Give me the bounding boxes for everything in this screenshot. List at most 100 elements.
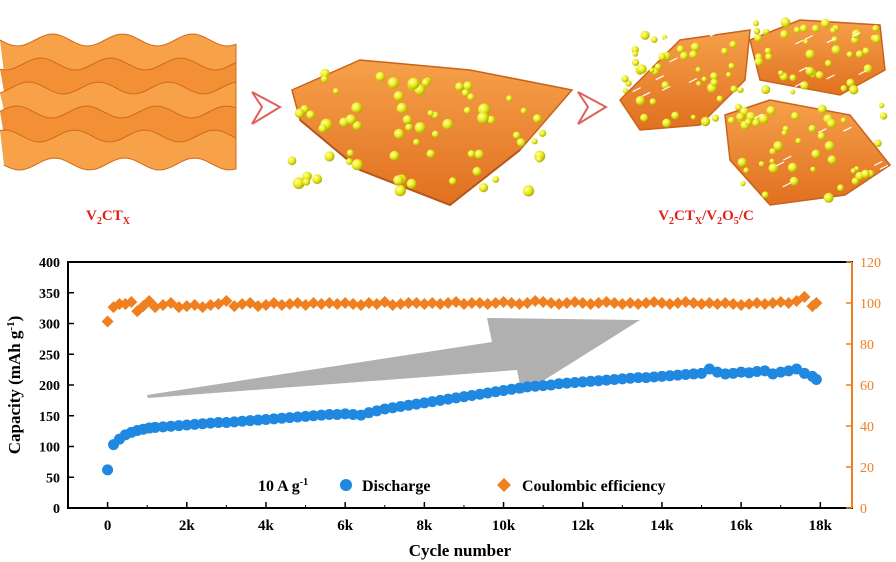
- particle: [851, 29, 861, 39]
- particle: [791, 112, 799, 120]
- particle: [810, 166, 816, 172]
- particle: [478, 103, 490, 116]
- particle: [520, 107, 527, 114]
- particle: [393, 175, 404, 186]
- y-tick-label: 0: [53, 502, 60, 517]
- particle: [649, 98, 657, 105]
- particle: [431, 130, 439, 138]
- particle: [753, 27, 761, 35]
- discharge-point: [339, 408, 351, 420]
- ce-point: [687, 297, 700, 309]
- particle: [352, 121, 362, 131]
- particle: [396, 102, 408, 114]
- y2-tick-label: 20: [860, 461, 874, 476]
- carbon-streak: [804, 34, 813, 41]
- particle: [351, 102, 363, 114]
- particle: [812, 24, 820, 33]
- particle: [879, 112, 888, 120]
- x-tick-label: 18k: [809, 518, 833, 534]
- particle: [421, 78, 430, 87]
- particle: [831, 45, 841, 55]
- particle: [318, 124, 327, 133]
- plot-frame: [67, 261, 853, 509]
- discharge-point: [719, 368, 731, 380]
- particle: [516, 138, 526, 147]
- discharge-point: [260, 413, 272, 425]
- ce-point: [172, 301, 185, 314]
- ce-point: [695, 298, 708, 311]
- particle: [727, 116, 735, 124]
- ce-point: [624, 297, 637, 309]
- ce-point: [473, 297, 486, 309]
- y-tick-label: 100: [39, 441, 60, 456]
- particle: [320, 68, 330, 78]
- particle: [477, 112, 489, 124]
- particle: [287, 156, 297, 166]
- particle: [467, 93, 475, 101]
- carbon-streak: [655, 75, 665, 81]
- discharge-point: [173, 420, 185, 432]
- particle: [730, 85, 738, 93]
- carbon-streak: [826, 74, 835, 80]
- ce-point: [505, 297, 518, 309]
- x-tick-label: 8k: [416, 518, 433, 534]
- discharge-point: [205, 417, 217, 429]
- ce-point: [481, 298, 494, 311]
- particle: [781, 130, 788, 136]
- particle: [689, 50, 698, 59]
- particle: [837, 184, 844, 192]
- particle: [402, 115, 412, 125]
- particle: [805, 66, 815, 76]
- discharge-point: [284, 412, 296, 424]
- particle: [815, 71, 824, 80]
- particle: [463, 106, 471, 114]
- carbon-streak: [775, 161, 785, 167]
- particle: [351, 159, 363, 171]
- y-tick-label: 50: [46, 471, 60, 486]
- ce-point: [758, 298, 771, 311]
- ce-point: [497, 295, 510, 308]
- particle: [874, 139, 882, 148]
- particle: [324, 151, 335, 162]
- x-tick-label: 14k: [650, 518, 674, 534]
- particle: [800, 81, 809, 90]
- discharge-point: [323, 409, 335, 421]
- ce-point: [426, 297, 439, 309]
- y-tick-label: 400: [39, 256, 60, 271]
- particle: [764, 28, 770, 34]
- left-axis-ticks: 0 50 100 150 200 250 300 350 400: [39, 256, 74, 517]
- ce-point: [252, 300, 265, 313]
- discharge-point: [561, 377, 573, 389]
- ce-point: [743, 298, 756, 311]
- cycling-chart: 0 50 100 150 200 250 300 350 400 0 20 40 60 80 100 120…: [5, 256, 881, 560]
- y-tick-label: 250: [39, 348, 60, 363]
- decorated-sheet-illustration: [287, 59, 574, 207]
- discharge-point: [593, 375, 605, 387]
- carbon-streak: [663, 35, 673, 41]
- discharge-point: [688, 368, 700, 380]
- carbon-streak: [795, 39, 804, 45]
- ce-point: [679, 295, 692, 308]
- ce-point: [584, 298, 597, 311]
- particle: [769, 148, 776, 155]
- discharge-point: [292, 411, 304, 423]
- particle: [711, 114, 720, 122]
- particle: [632, 58, 640, 67]
- particle: [622, 88, 629, 94]
- carbon-streak: [798, 66, 808, 72]
- mxene-layer: [0, 129, 237, 171]
- discharge-point: [601, 374, 613, 386]
- particle: [840, 85, 848, 92]
- carbon-streak: [794, 82, 804, 88]
- particle: [662, 118, 672, 128]
- legend-ce-label: Coulombic efficiency: [522, 478, 666, 495]
- particle: [808, 124, 816, 133]
- particle: [413, 138, 420, 146]
- ce-point: [386, 299, 399, 312]
- carbon-streak: [876, 17, 885, 23]
- particle: [846, 78, 855, 87]
- ce-point: [810, 297, 823, 309]
- particle: [640, 30, 650, 40]
- particle: [346, 149, 354, 157]
- carbon-streak: [738, 84, 748, 90]
